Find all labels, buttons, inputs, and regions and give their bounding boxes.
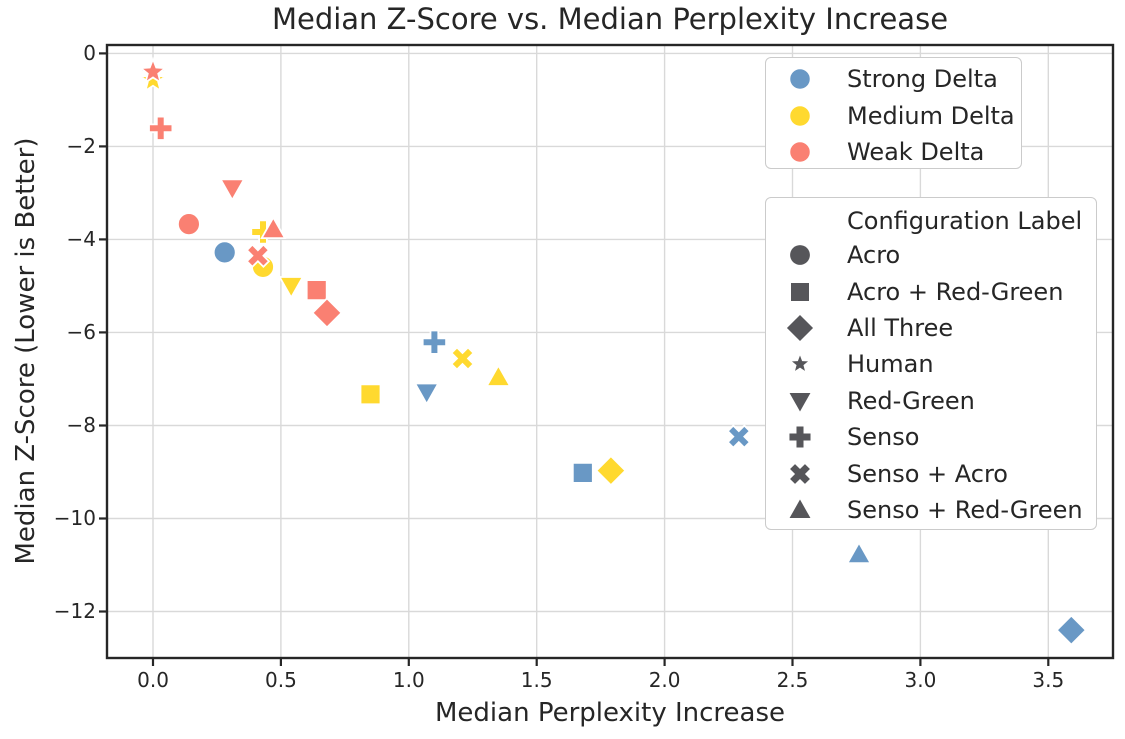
y-tick-label: 0 [83, 41, 96, 66]
legend-item-senso-acro: Senso + Acro [766, 455, 1096, 491]
triangle-up-icon [789, 499, 811, 518]
point-weak-delta-senso-red-green [260, 215, 287, 239]
point-medium-delta-senso-acro [450, 346, 475, 371]
legend-item-label: Senso [847, 423, 920, 452]
diamond-icon [786, 314, 814, 342]
legend-item-label: Strong Delta [847, 65, 998, 94]
style-legend: Configuration Label Acro Acro + Red-Green… [765, 197, 1097, 530]
point-weak-delta-all-three [311, 297, 343, 329]
point-strong-delta-senso [421, 329, 447, 355]
circle-icon [788, 68, 812, 91]
legend-item-red-green: Red-Green [766, 383, 1096, 419]
x-tick-label: 0.5 [265, 668, 297, 692]
point-strong-delta-acro [212, 240, 237, 265]
legend-item-label: Acro [847, 241, 901, 270]
x-icon [790, 463, 810, 484]
axes-spine [105, 43, 1115, 660]
legend-item-human: Human [766, 346, 1096, 382]
chart-title: Median Z-Score vs. Median Perplexity Inc… [271, 2, 949, 36]
point-weak-delta-acro [177, 212, 201, 237]
point-weak-delta-red-green [219, 178, 246, 202]
y-tick-label: −2 [66, 134, 96, 159]
legend-item-label: Medium Delta [847, 101, 1015, 130]
legend-item-acro: Acro [766, 237, 1096, 273]
style-legend-title: Configuration Label [847, 207, 1083, 235]
star-icon [791, 355, 809, 372]
point-strong-delta-all-three [1055, 614, 1088, 646]
point-strong-delta-acro-red-green [571, 461, 594, 484]
legend-item-label: Human [847, 350, 934, 379]
point-weak-delta-human [138, 56, 168, 85]
point-weak-delta-acro-red-green [305, 279, 328, 302]
circle-icon [788, 140, 812, 164]
x-tick-label: 2.0 [648, 668, 681, 692]
point-strong-delta-red-green [413, 382, 440, 406]
point-strong-delta-senso-red-green [845, 540, 873, 565]
point-weak-delta-senso [148, 115, 174, 141]
square-icon [791, 282, 809, 301]
legend-item-all-three: All Three [766, 310, 1096, 346]
point-medium-delta-human [138, 65, 168, 93]
y-tick-label: −10 [53, 506, 96, 531]
circle-icon [788, 104, 812, 127]
triangle-down-icon [789, 392, 811, 412]
circle-icon [790, 245, 810, 266]
point-medium-delta-red-green [278, 276, 305, 300]
y-tick-label: −8 [66, 413, 96, 438]
point-medium-delta-all-three [595, 454, 627, 487]
legend-item-medium-delta: Medium Delta [766, 97, 1021, 133]
legend-item-label: Weak Delta [847, 137, 985, 166]
legend-item-senso-red-green: Senso + Red-Green [766, 492, 1096, 528]
x-tick-label: 1.0 [392, 668, 425, 692]
x-axis-label: Median Perplexity Increase [434, 698, 786, 728]
x-tick-label: 2.5 [776, 668, 809, 692]
legend-item-acro-red-green: Acro + Red-Green [766, 273, 1096, 309]
point-weak-delta-senso-acro [245, 243, 271, 269]
x-tick-label: 0.0 [137, 668, 169, 692]
x-tick-label: 3.5 [1032, 668, 1065, 692]
x-tick-label: 3.0 [904, 668, 937, 692]
y-axis-label: Median Z-Score (Lower is Better) [11, 137, 41, 565]
point-medium-delta-acro-red-green [359, 383, 382, 406]
point-medium-delta-senso-red-green [485, 363, 512, 387]
y-tick-label: −4 [66, 227, 96, 252]
y-tick-label: −6 [66, 320, 96, 345]
legend-item-label: All Three [847, 313, 954, 342]
legend-item-senso: Senso [766, 419, 1096, 455]
legend-item-label: Senso + Red-Green [847, 495, 1083, 524]
legend-item-strong-delta: Strong Delta [766, 61, 1021, 97]
legend-item-label: Senso + Acro [847, 459, 1008, 488]
legend-item-weak-delta: Weak Delta [766, 134, 1021, 170]
x-tick-label: 1.5 [520, 668, 553, 692]
y-tick-label: −12 [53, 599, 96, 624]
point-strong-delta-senso-acro [726, 424, 752, 449]
plus-icon [789, 426, 811, 448]
hue-legend: Strong Delta Medium Delta Weak Delta [765, 57, 1022, 169]
legend-item-label: Acro + Red-Green [847, 277, 1064, 306]
legend-item-label: Red-Green [847, 386, 975, 415]
